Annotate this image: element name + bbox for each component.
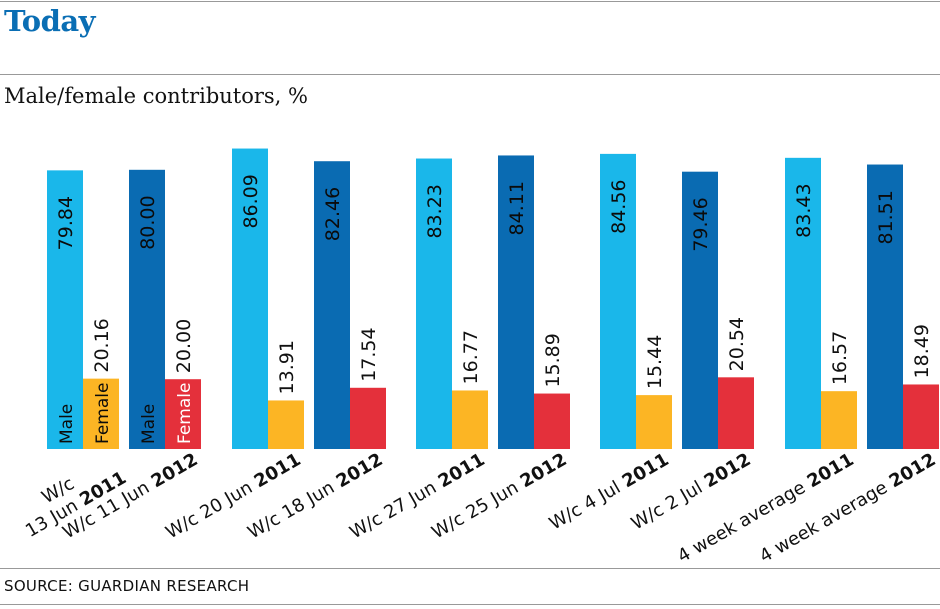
value-label-female-2: 20.00 — [173, 319, 195, 373]
bar-female-10 — [903, 384, 939, 449]
chart-title: Male/female contributors, % — [4, 84, 308, 108]
value-label-male-5: 83.23 — [424, 184, 446, 238]
source-rule — [0, 568, 940, 569]
category-label-year: 2012 — [701, 449, 755, 492]
bar-male-5 — [416, 158, 452, 450]
value-label-female-7: 15.44 — [644, 335, 666, 389]
series-label-male-1: Male — [57, 404, 77, 444]
bar-female-4 — [350, 387, 386, 449]
value-label-female-10: 18.49 — [911, 324, 933, 378]
series-label-female-2: Female — [175, 383, 195, 444]
category-label-year: 2012 — [886, 449, 940, 492]
value-label-male-2: 80.00 — [137, 195, 159, 249]
bar-female-7 — [636, 395, 672, 449]
category-label-prefix: W/c 4 Jul — [546, 474, 629, 534]
source-note: SOURCE: GUARDIAN RESEARCH — [4, 577, 250, 595]
value-label-male-6: 84.11 — [506, 181, 528, 235]
category-label-year: 2011 — [251, 449, 305, 492]
value-label-female-9: 16.57 — [829, 331, 851, 385]
bar-female-1 — [83, 378, 119, 449]
value-label-female-6: 15.89 — [542, 333, 564, 387]
value-label-female-5: 16.77 — [460, 330, 482, 384]
bar-female-5 — [452, 390, 488, 449]
value-label-male-10: 81.51 — [875, 190, 897, 244]
bar-female-3 — [268, 400, 304, 449]
title-rule — [0, 74, 940, 75]
value-label-female-1: 20.16 — [91, 318, 113, 372]
value-label-male-9: 83.43 — [793, 183, 815, 237]
category-label-year: 2012 — [517, 449, 571, 492]
series-label-female-1: Female — [93, 383, 113, 444]
value-label-male-4: 82.46 — [322, 187, 344, 241]
bar-female-6 — [534, 393, 570, 449]
bar-male-7 — [600, 153, 636, 449]
category-label-year: 2012 — [148, 449, 202, 492]
category-label-year: 2011 — [435, 449, 489, 492]
bar-male-2 — [129, 169, 165, 450]
value-label-male-1: 79.84 — [55, 196, 77, 250]
category-label-6: W/c 25 Jun 2012 — [428, 449, 570, 543]
bar-male-4 — [314, 161, 350, 449]
value-label-male-7: 84.56 — [608, 179, 630, 233]
bar-male-8 — [682, 171, 718, 449]
bar-male-3 — [232, 148, 268, 449]
category-label-year: 2011 — [804, 449, 858, 492]
category-label-prefix: W/c 27 Jun — [346, 474, 445, 543]
bar-female-9 — [821, 391, 857, 449]
bar-female-2 — [165, 379, 201, 449]
series-label-male-2: Male — [139, 404, 159, 444]
page-title: Today — [4, 4, 96, 38]
value-label-female-8: 20.54 — [726, 317, 748, 371]
bar-male-9 — [785, 157, 821, 450]
category-label-prefix: 4 week average — [756, 474, 896, 567]
bar-male-1 — [47, 170, 83, 449]
top-rule — [0, 1, 940, 2]
category-label-year: 2012 — [333, 449, 387, 492]
value-label-female-4: 17.54 — [358, 327, 380, 381]
bottom-rule — [0, 604, 940, 605]
value-label-female-3: 13.91 — [276, 340, 298, 394]
bar-male-6 — [498, 155, 534, 449]
value-label-male-8: 79.46 — [690, 197, 712, 251]
bar-female-8 — [718, 377, 754, 449]
category-label-year: 2011 — [619, 449, 673, 492]
category-label-prefix: W/c 20 Jun — [162, 474, 261, 543]
bar-male-10 — [867, 164, 903, 450]
value-label-male-3: 86.09 — [240, 174, 262, 228]
